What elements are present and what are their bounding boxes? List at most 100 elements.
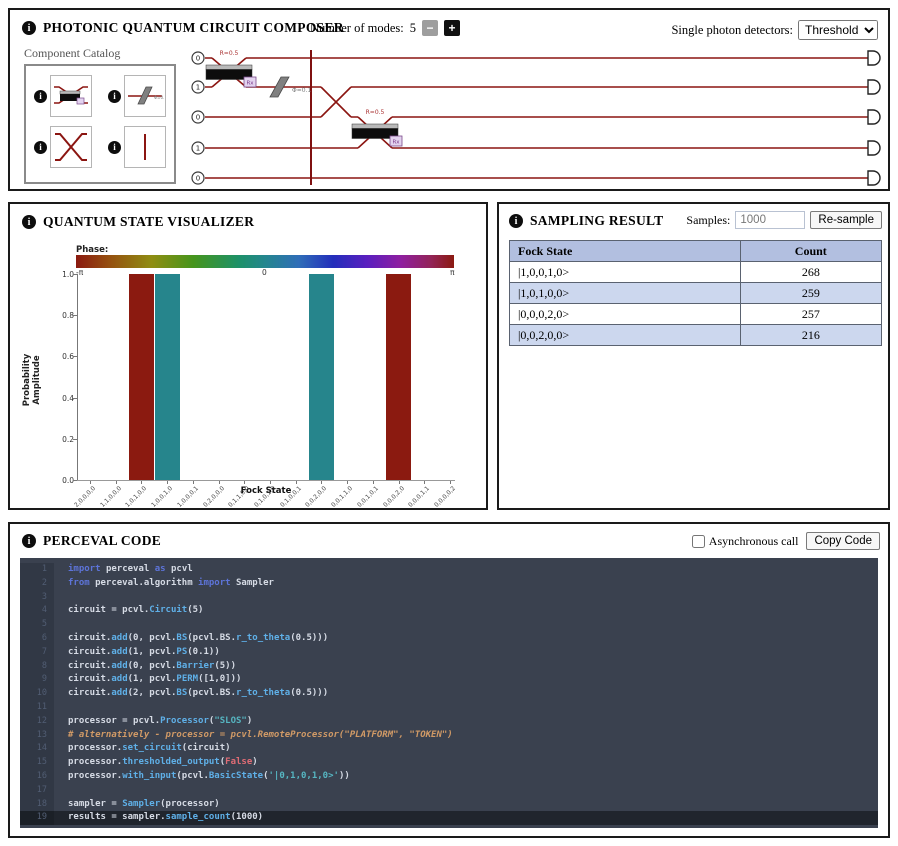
info-icon[interactable]: i — [22, 534, 36, 548]
fock-state-cell: |1,0,0,1,0> — [510, 262, 741, 283]
line-number: 14 — [20, 742, 54, 756]
x-tick-mark — [450, 481, 451, 484]
line-number: 12 — [20, 715, 54, 729]
line-number: 11 — [20, 701, 54, 715]
count-cell: 268 — [740, 262, 881, 283]
add-mode-button[interactable]: + — [444, 20, 460, 36]
info-icon[interactable]: i — [108, 141, 121, 154]
detector-type-select[interactable]: Threshold — [798, 20, 878, 40]
samples-input[interactable] — [735, 211, 805, 229]
code-line: 17 — [20, 784, 878, 798]
component-catalog: i i — [24, 64, 176, 184]
input-mode-0: 0 — [196, 55, 200, 63]
y-tick-label: 0.0 — [48, 476, 74, 485]
svg-text:Φ=0.1: Φ=0.1 — [292, 87, 311, 94]
x-tick-mark — [167, 481, 168, 484]
line-number: 5 — [20, 618, 54, 632]
line-number: 4 — [20, 604, 54, 618]
sampling-title: SAMPLING RESULT — [530, 213, 663, 229]
y-tick-mark — [73, 274, 77, 275]
resample-button[interactable]: Re-sample — [810, 211, 882, 229]
line-number: 9 — [20, 673, 54, 687]
circuit-component-beam-splitter-1[interactable]: R=0.5 Rx — [206, 50, 256, 87]
y-tick-label: 0.8 — [48, 311, 74, 320]
phase-shifter-icon: Φ=0.1 — [124, 75, 166, 117]
y-tick-mark — [73, 480, 77, 481]
svg-text:Rx: Rx — [246, 81, 254, 87]
modes-value: 5 — [410, 21, 416, 36]
y-tick-label: 0.2 — [48, 435, 74, 444]
line-number: 6 — [20, 632, 54, 646]
col-header-count: Count — [740, 241, 881, 262]
copy-code-button[interactable]: Copy Code — [806, 532, 880, 550]
code-title: PERCEVAL CODE — [43, 533, 161, 549]
count-cell: 216 — [740, 325, 881, 346]
amplitude-bar — [129, 274, 154, 480]
line-number: 10 — [20, 687, 54, 701]
async-call-checkbox[interactable] — [692, 535, 705, 548]
code-line: 15processor.thresholded_output(False) — [20, 756, 878, 770]
amplitude-bar-chart: Probability Amplitude Fock State 0.00.20… — [10, 204, 490, 512]
info-icon[interactable]: i — [108, 90, 121, 103]
line-number: 7 — [20, 646, 54, 660]
code-line: 10circuit.add(2, pcvl.BS(pcvl.BS.r_to_th… — [20, 687, 878, 701]
input-mode-3: 1 — [196, 145, 200, 153]
catalog-item-permutation[interactable]: i — [34, 126, 92, 168]
x-tick-mark — [347, 481, 348, 484]
count-cell: 257 — [740, 304, 881, 325]
permutation-icon — [50, 126, 92, 168]
info-icon[interactable]: i — [34, 90, 47, 103]
code-editor[interactable]: 1import perceval as pcvl2from perceval.a… — [20, 558, 878, 828]
line-number: 16 — [20, 770, 54, 784]
code-line: 13# alternatively - processor = pcvl.Rem… — [20, 729, 878, 743]
code-line: 16processor.with_input(pcvl.BasicState('… — [20, 770, 878, 784]
x-tick-mark — [244, 481, 245, 484]
count-cell: 259 — [740, 283, 881, 304]
sampling-panel: i SAMPLING RESULT Samples: Re-sample Foc… — [497, 202, 890, 510]
sampling-table-body: |1,0,0,1,0>268|1,0,1,0,0>259|0,0,0,2,0>2… — [510, 262, 882, 346]
code-line: 6circuit.add(0, pcvl.BS(pcvl.BS.r_to_the… — [20, 632, 878, 646]
line-number: 8 — [20, 660, 54, 674]
input-mode-1: 1 — [196, 84, 200, 92]
y-axis-label: Probability Amplitude — [22, 330, 42, 430]
code-line: 3 — [20, 591, 878, 605]
fock-state-cell: |1,0,1,0,0> — [510, 283, 741, 304]
catalog-item-phase-shifter[interactable]: i Φ=0.1 — [108, 75, 166, 117]
code-line: 5 — [20, 618, 878, 632]
code-line: 4circuit = pcvl.Circuit(5) — [20, 604, 878, 618]
svg-text:Rx: Rx — [392, 140, 400, 146]
catalog-item-barrier[interactable]: i — [108, 126, 166, 168]
x-tick-mark — [399, 481, 400, 484]
svg-text:R=0.5: R=0.5 — [366, 109, 385, 116]
info-icon[interactable]: i — [22, 21, 36, 35]
table-row: |0,0,2,0,0>216 — [510, 325, 882, 346]
x-tick-mark — [116, 481, 117, 484]
table-row: |1,0,0,1,0>268 — [510, 262, 882, 283]
amplitude-bar — [386, 274, 411, 480]
catalog-item-beam-splitter[interactable]: i — [34, 75, 92, 117]
code-panel: i PERCEVAL CODE Asynchronous call Copy C… — [8, 522, 890, 838]
svg-text:R=0.5: R=0.5 — [220, 50, 239, 57]
modes-label: Number of modes: — [310, 21, 404, 36]
code-line: 18sampler = Sampler(processor) — [20, 798, 878, 812]
table-row: |0,0,0,2,0>257 — [510, 304, 882, 325]
info-icon[interactable]: i — [34, 141, 47, 154]
line-number: 17 — [20, 784, 54, 798]
code-line: 9circuit.add(1, pcvl.PERM([1,0])) — [20, 673, 878, 687]
code-line: 19results = sampler.sample_count(1000) — [20, 811, 878, 825]
input-mode-4: 0 — [196, 175, 200, 183]
circuit-component-beam-splitter-2[interactable]: R=0.5 Rx — [352, 109, 402, 146]
app-root: i PHOTONIC QUANTUM CIRCUIT COMPOSER Numb… — [0, 0, 898, 846]
svg-text:Φ=0.1: Φ=0.1 — [154, 95, 164, 100]
detectors-label: Single photon detectors: — [671, 23, 793, 38]
x-tick-mark — [193, 481, 194, 484]
circuit-canvas[interactable]: R=0.5 Rx Φ=0.1 R=0.5 Rx — [186, 40, 888, 190]
y-axis — [77, 274, 78, 481]
visualizer-panel: i QUANTUM STATE VISUALIZER Phase: -π 0 π… — [8, 202, 488, 510]
info-icon[interactable]: i — [509, 214, 523, 228]
y-tick-mark — [73, 398, 77, 399]
fock-state-cell: |0,0,2,0,0> — [510, 325, 741, 346]
remove-mode-button[interactable]: − — [422, 20, 438, 36]
amplitude-bar — [155, 274, 180, 480]
x-tick-mark — [321, 481, 322, 484]
